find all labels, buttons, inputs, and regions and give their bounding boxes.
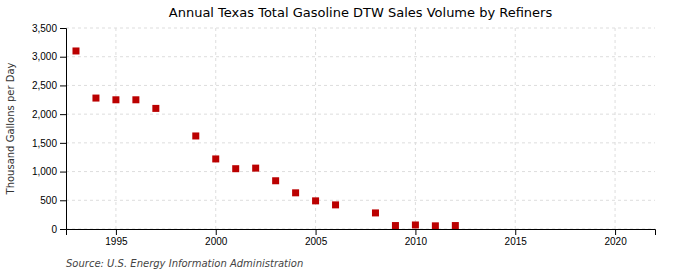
tick: 2,500 — [32, 80, 66, 91]
point — [372, 209, 379, 216]
tick: 2,000 — [32, 109, 66, 120]
point — [72, 47, 79, 54]
y-axis-title: Thousand Gallons per Day — [5, 62, 16, 195]
tick-label: 1,500 — [32, 138, 57, 149]
point — [392, 222, 399, 229]
tick: 2000 — [205, 229, 228, 247]
plot-area: 1995 2000 2005 2010 2015 2020 0 500 1,000 1,500 2,… — [32, 23, 656, 247]
grid-line — [515, 28, 516, 229]
point — [152, 105, 159, 112]
tick-mark — [60, 229, 66, 230]
grid-line — [66, 28, 655, 29]
tick: 1995 — [105, 229, 128, 247]
grid-line — [66, 85, 655, 86]
grid — [66, 28, 655, 229]
point — [272, 177, 279, 184]
point — [252, 165, 259, 172]
tick-mark — [60, 200, 66, 201]
point — [312, 197, 319, 204]
tick-mark — [60, 28, 66, 29]
tick: 2010 — [405, 229, 428, 247]
point — [332, 201, 339, 208]
tick-label: 2005 — [305, 236, 328, 247]
grid-line — [66, 114, 655, 115]
title: Annual Texas Total Gasoline DTW Sales Vo… — [169, 5, 553, 20]
grid-line — [215, 28, 216, 229]
grid-line — [66, 142, 655, 143]
point — [92, 95, 99, 102]
tick-label: 2,500 — [32, 80, 57, 91]
tick-label: 2020 — [604, 236, 627, 247]
tick: 1,000 — [32, 166, 66, 177]
tick-mark — [216, 229, 217, 235]
tick-mark — [615, 229, 616, 235]
point — [412, 221, 419, 228]
grid-line — [66, 200, 655, 201]
point — [452, 222, 459, 229]
points — [72, 47, 458, 229]
tick-mark — [60, 85, 66, 86]
tick-mark — [60, 172, 66, 173]
tick-mark — [316, 229, 317, 235]
point — [232, 165, 239, 172]
point — [432, 222, 439, 229]
tick: 3,500 — [32, 23, 66, 34]
grid-line — [615, 28, 616, 229]
tick: 3,000 — [32, 51, 66, 62]
tick: 2005 — [305, 229, 328, 247]
annotation: Source: U.S. Energy Information Administ… — [66, 258, 303, 269]
tick-label: 1995 — [105, 236, 128, 247]
tick-label: 500 — [40, 195, 57, 206]
grid-line — [115, 28, 116, 229]
tick-mark — [515, 229, 516, 235]
axis-line — [60, 29, 67, 230]
tick-label: 2,000 — [32, 109, 57, 120]
tick: 2015 — [505, 229, 528, 247]
tick-mark — [60, 114, 66, 115]
tick-label: 3,500 — [32, 23, 57, 34]
tick-mark — [415, 229, 416, 235]
tick-label: 2010 — [405, 236, 428, 247]
point — [212, 155, 219, 162]
tick-label: 0 — [51, 224, 57, 235]
grid-line — [66, 171, 655, 172]
tick-label: 3,000 — [32, 51, 57, 62]
grid-line — [415, 28, 416, 229]
y-axis: 0 500 1,000 1,500 2,000 2,500 3,000 3,500 — [32, 23, 67, 235]
point — [192, 132, 199, 139]
tick: 500 — [40, 195, 66, 206]
tick-mark — [116, 229, 117, 235]
x-axis: 1995 2000 2005 2010 2015 2020 — [67, 229, 656, 247]
point — [132, 96, 139, 103]
tick-label: 2000 — [205, 236, 228, 247]
tick-mark — [60, 143, 66, 144]
tick-label: 1,000 — [32, 166, 57, 177]
tick-label: 2015 — [505, 236, 528, 247]
tick-mark — [60, 57, 66, 58]
tick: 1,500 — [32, 138, 66, 149]
point — [292, 189, 299, 196]
grid-line — [66, 56, 655, 57]
tick: 2020 — [604, 229, 627, 247]
tick: 0 — [51, 224, 66, 235]
point — [112, 96, 119, 103]
axis-line — [67, 230, 656, 236]
chart: 1995 2000 2005 2010 2015 2020 0 500 1,000 1,500 2,… — [0, 0, 675, 275]
